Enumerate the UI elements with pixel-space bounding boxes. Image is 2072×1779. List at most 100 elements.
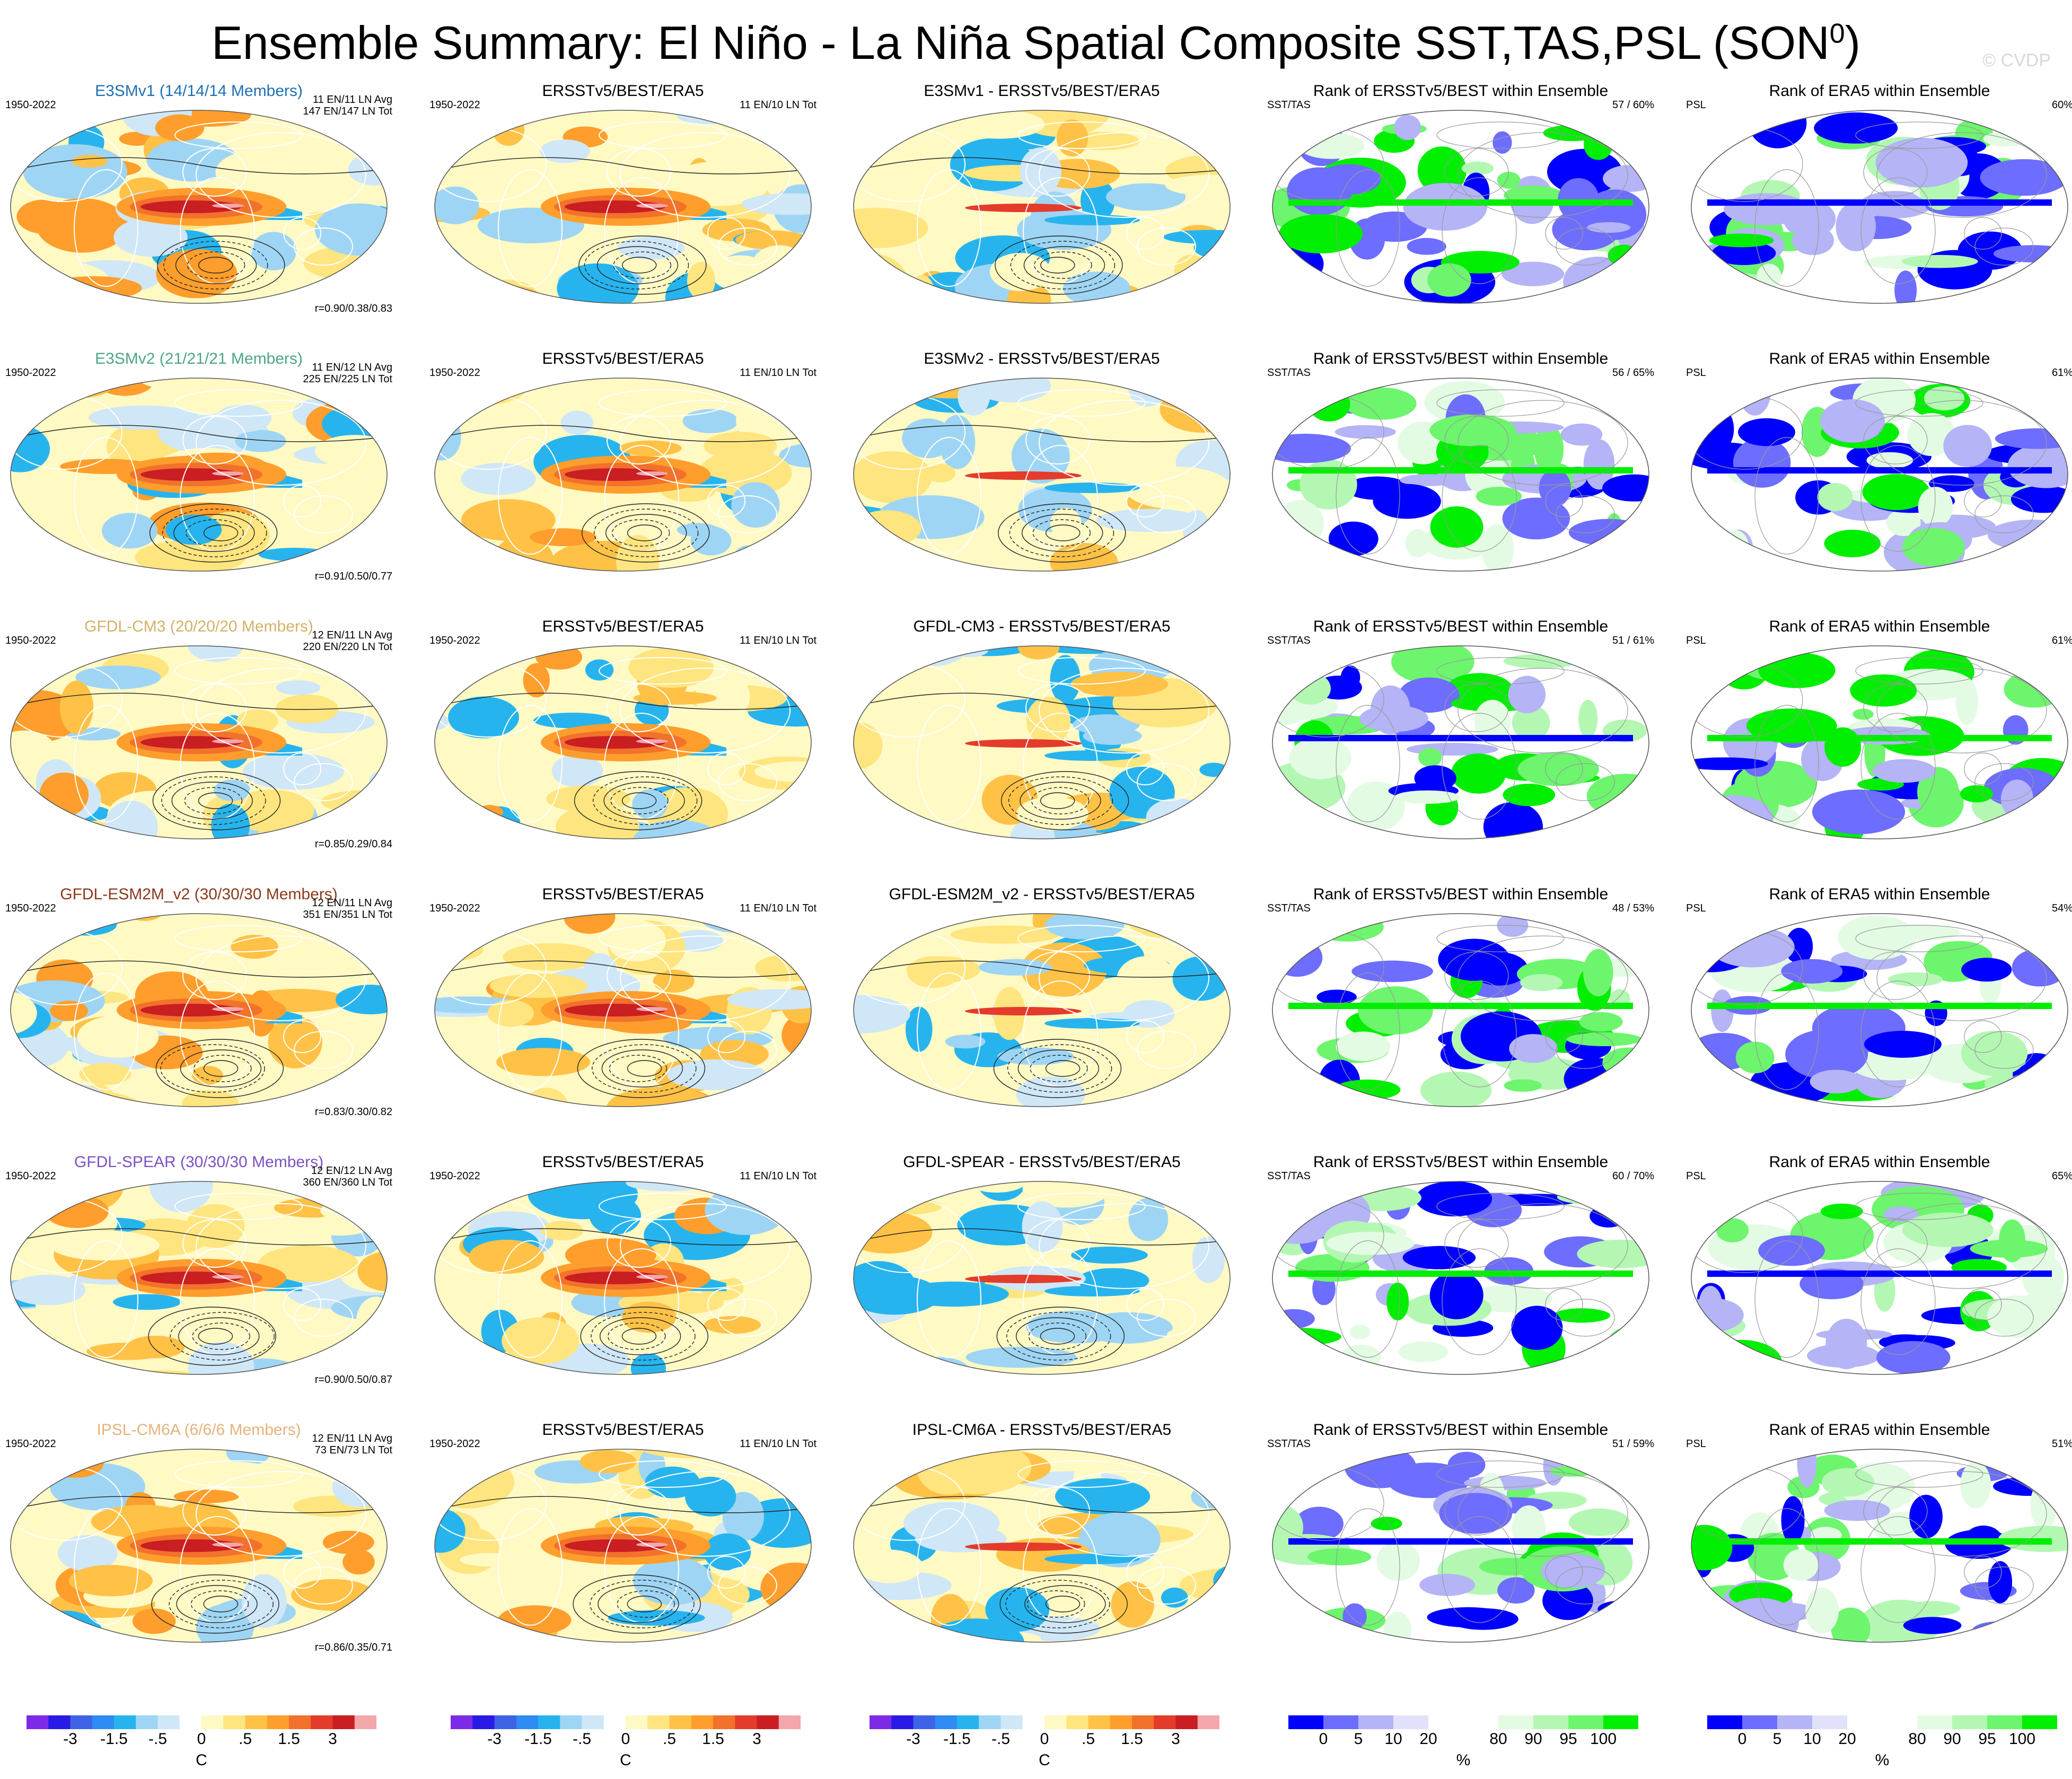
psl-contour [1009,509,1114,557]
coastline [1017,1460,1146,1488]
anomaly-patch [1050,655,1081,704]
rank-map [1272,1181,1649,1375]
coastline [1137,1566,1196,1605]
warm-tongue-core [141,1004,241,1016]
warm-tongue-peak [212,1007,244,1011]
obs-count: 11 EN/10 LN Tot [740,902,816,914]
rank-patch [1812,789,1906,835]
anomaly-patch [1006,283,1051,303]
panel-title: ERSSTv5/BEST/ERA5 [542,886,704,903]
rank-patch [1295,1506,1344,1541]
map-outline [1272,1449,1649,1643]
coastline [718,763,777,801]
anomaly-patch [75,665,161,689]
rank-map [1691,1449,2068,1643]
rank-patch [1340,1344,1381,1370]
map-outline [853,378,1231,572]
rank-patch [1838,915,1916,960]
rank-patch [1492,131,1512,154]
colorbar-swatch [1917,1715,1953,1729]
psl-contour [440,693,806,710]
psl-contour [611,519,670,547]
colorbar-tick-label: 100 [1590,1730,1617,1748]
period-label: 1950-2022 [5,635,56,646]
psl-contour [1045,1060,1081,1077]
rank-patch [1993,245,2068,262]
psl-contour [178,1317,260,1355]
rank-patch [1398,677,1460,713]
psl-contour [593,776,698,825]
variable-tag: SST/TAS [1267,635,1311,646]
anomaly-patch [1025,1310,1126,1344]
coastline [1855,1460,1983,1488]
composite-map [10,1181,388,1375]
anomaly-patch [210,953,288,975]
coastline [174,389,303,417]
coastline [196,1471,366,1557]
map-outline [1691,110,2068,304]
anomaly-patch [1169,1615,1205,1642]
anomaly-patch [630,1353,666,1374]
map-outline [1272,645,1649,839]
coastline [1545,1556,1583,1589]
anomaly-patch [89,405,200,430]
composite-colorbar [870,1715,1219,1729]
rank-patch [1872,759,1936,783]
coastline [1458,1203,1628,1289]
coastline [294,495,353,533]
composite-map [10,645,388,839]
anomaly-patch [704,1316,761,1334]
anomaly-patch [214,779,251,801]
rank-patch [1816,1329,1892,1340]
anomaly-patch [58,1535,118,1572]
anomaly-patch [461,499,556,541]
watermark: © CVDP [1982,50,2051,71]
anomaly-patch [11,730,55,767]
colorbar-swatch [626,1715,648,1729]
anomaly-patch [1146,798,1208,837]
rank-patch [1814,112,1898,144]
anomaly-patch [925,463,956,483]
anomaly-patch [469,1240,545,1274]
anomaly-patch [1124,467,1230,510]
rank-patch [1543,1449,1564,1486]
colorbar-tick-label: 20 [1419,1730,1437,1748]
coastline [1039,1471,1209,1557]
rank-patch [1358,986,1433,1035]
warm-tongue-peak [212,471,244,476]
psl-contour [190,1590,249,1618]
anomaly-patch [1105,183,1186,211]
rank-patch [1461,161,1494,176]
colorbar-swatch [582,1715,604,1729]
diff-equatorial-band [965,1275,1082,1283]
map-outline [1691,1449,2068,1643]
anomaly-patch [11,1275,86,1305]
anomaly-patch [854,555,881,571]
variable-tag: SST/TAS [1267,367,1311,379]
rank-patch [1733,437,1791,488]
colorbar-tick-label: 0 [1737,1730,1747,1748]
colorbar-tick-label: 3 [1171,1730,1180,1748]
anomaly-patch [322,1530,374,1554]
composite-map [853,645,1231,839]
rank-patch [1286,816,1324,829]
rank-patch [1281,128,1327,143]
coastline [1436,389,1565,417]
psl-contour [198,257,233,274]
anomaly-patch [877,1181,920,1201]
psl-contour [15,157,382,174]
anomaly-patch [435,186,479,224]
coastline [196,400,366,486]
coastline [1137,227,1196,266]
coastline [1336,1240,1400,1358]
coastline [294,1299,353,1337]
rank-patch [1583,439,1615,490]
rank-patch [1405,529,1430,558]
rank-patch [1520,974,1563,992]
map-outline [1272,378,1649,572]
warm-tongue-peak [212,1275,244,1279]
panel-title: E3SMv2 - ERSSTv5/BEST/ERA5 [924,350,1160,367]
rank-patch [1961,958,2012,982]
psl-contour [203,524,239,541]
rank-patch [1583,128,1613,160]
